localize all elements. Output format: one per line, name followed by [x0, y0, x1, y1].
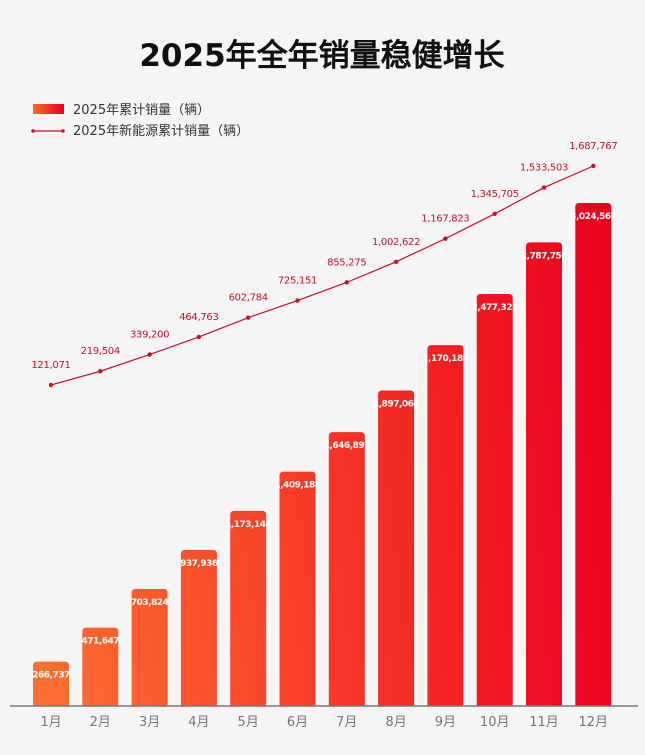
bar [230, 510, 267, 706]
ev-sales-point [492, 211, 497, 217]
bar-value-label: 1,646,897 [324, 441, 370, 451]
legend: 2025年累计销量（辆） 2025年新能源累计销量（辆） [31, 103, 249, 139]
bar-value-label: 2,170,189 [422, 354, 468, 364]
bar-value-label: 266,737 [32, 671, 70, 681]
bar-value-label: 1,409,180 [274, 481, 320, 491]
ev-sales-value-label: 725,151 [278, 276, 317, 287]
ev-sales-point [196, 334, 202, 340]
bar [328, 432, 365, 706]
legend-line-label: 2025年新能源累计销量（辆） [73, 123, 249, 139]
ev-sales-point [147, 352, 152, 357]
bar [427, 345, 464, 706]
ev-sales-point [48, 382, 54, 388]
bar [378, 390, 415, 706]
x-tick-label: 1月 [40, 715, 61, 730]
x-tick-label: 9月 [435, 715, 456, 730]
bar-value-label: 703,824 [131, 598, 169, 608]
x-tick-label: 7月 [336, 715, 357, 730]
legend-bar-label: 2025年累计销量（辆） [73, 103, 210, 118]
x-tick-label: 4月 [188, 715, 209, 730]
bar [476, 294, 513, 706]
bar [82, 627, 119, 706]
x-tick-label: 8月 [385, 715, 406, 730]
ev-sales-value-label: 121,071 [31, 360, 70, 371]
ev-sales-value-label: 339,200 [130, 330, 169, 341]
bar-value-label: 2,787,750 [521, 251, 567, 261]
legend-line-marker [31, 129, 35, 133]
ev-sales-value-label: 1,002,622 [372, 237, 420, 248]
bar-value-label: 937,936 [180, 559, 218, 569]
ev-sales-point [98, 369, 103, 374]
ev-sales-line [50, 165, 594, 386]
bar [180, 550, 217, 706]
legend-line-marker [61, 129, 65, 133]
x-tick-label: 10月 [480, 715, 510, 730]
bar-value-label: 1,173,144 [225, 520, 271, 530]
ev-sales-value-label: 464,763 [179, 312, 218, 323]
x-tick-label: 12月 [579, 715, 609, 730]
ev-sales-point [295, 298, 300, 303]
ev-sales-value-label: 602,784 [229, 293, 268, 304]
bar [279, 471, 316, 706]
legend-bar-swatch [33, 104, 64, 114]
ev-sales-point [443, 236, 448, 241]
ev-sales-value-label: 1,687,767 [569, 141, 617, 152]
ev-sales-value-label: 1,167,823 [421, 214, 469, 225]
x-tick-label: 11月 [529, 715, 559, 730]
ev-sales-value-label: 1,345,705 [471, 189, 519, 200]
ev-sales-value-label: 1,533,503 [520, 163, 568, 174]
ev-sales-point [344, 280, 349, 285]
bar-value-label: 471,647 [82, 637, 120, 647]
bar [526, 242, 562, 707]
ev-sales-point [393, 259, 399, 264]
bar [575, 203, 612, 706]
ev-sales-point [591, 163, 596, 169]
x-tick-label: 2月 [90, 715, 111, 730]
x-tick-label: 5月 [238, 715, 259, 730]
ev-sales-value-label: 219,504 [81, 346, 120, 357]
chart-title: 2025年全年销量稳健增长 [139, 38, 504, 74]
ev-sales-point [246, 315, 251, 320]
bar-value-label: 2,477,322 [472, 303, 518, 313]
x-tick-label: 3月 [139, 715, 160, 730]
ev-sales-value-label: 855,275 [327, 257, 366, 268]
bar [33, 661, 69, 706]
x-tick-label: 6月 [287, 715, 308, 730]
bar [131, 588, 168, 706]
ev-sales-point [541, 185, 547, 190]
bar-value-label: 1,897,064 [373, 400, 419, 410]
bar-value-label: 3,024,567 [570, 212, 616, 222]
